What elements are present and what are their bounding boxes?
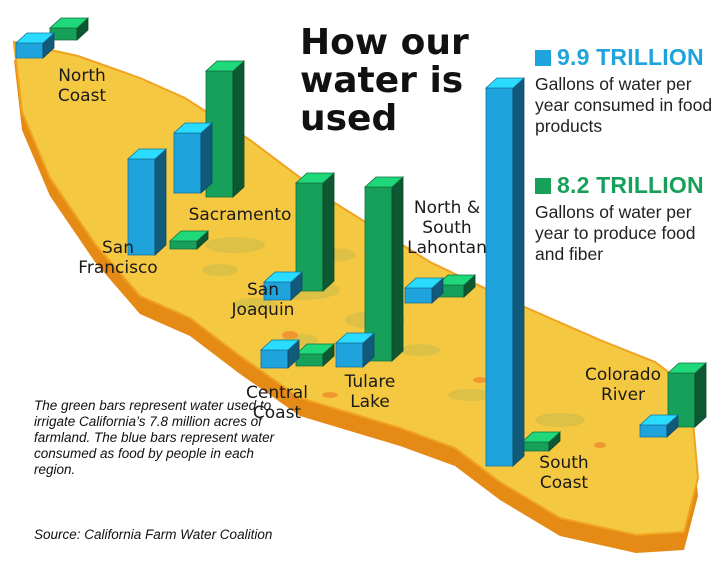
legend-swatch-green [535, 177, 551, 194]
terrain-patch [400, 344, 440, 356]
bar-green-tulare-lake [363, 176, 405, 362]
terrain-patch [535, 413, 585, 427]
legend-swatch-blue [535, 49, 551, 66]
bar-green-san-francisco [168, 230, 210, 250]
region-label-san-francisco: San Francisco [78, 238, 158, 278]
bar-blue-san-francisco [126, 148, 168, 256]
bar-green-colorado-river [666, 362, 708, 428]
legend-item-green: 8.2 TRILLION Gallons of water per year t… [535, 172, 715, 265]
legend-item-blue: 9.9 TRILLION Gallons of water per year c… [535, 44, 715, 137]
region-label-colorado-river: Colorado River [585, 365, 661, 405]
chart-title: How our water is used [300, 22, 469, 139]
bar-green-sacramento [204, 60, 246, 198]
bar-blue-sacramento [172, 122, 214, 194]
bar-green-central-coast [294, 343, 336, 367]
terrain-patch [202, 264, 238, 276]
region-label-san-joaquin: San Joaquin [231, 280, 295, 320]
region-label-north-south-lahontan: North & South Lahontan [407, 198, 487, 258]
bar-green-san-joaquin [294, 172, 336, 292]
bar-blue-colorado-river [638, 414, 680, 438]
bar-green-south-coast [520, 431, 562, 452]
bars-group [14, 17, 708, 467]
bar-blue-north-coast [14, 32, 56, 59]
terrain-patch [448, 389, 492, 401]
bar-green-north-coast [48, 17, 90, 41]
terrain-spot [594, 442, 606, 448]
bar-blue-tulare-lake [334, 332, 376, 368]
bar-blue-south-coast [484, 77, 526, 467]
terrain-patch [205, 237, 265, 253]
region-label-south-coast: South Coast [539, 453, 589, 493]
legend-description-green: Gallons of water per year to produce foo… [535, 202, 696, 264]
terrain-spot [322, 392, 338, 398]
terrain-spot [282, 331, 298, 339]
region-label-central-coast: Central Coast [246, 383, 308, 423]
terrain-spot [473, 377, 487, 383]
region-label-tulare-lake: Tulare Lake [344, 372, 396, 412]
region-label-north-coast: North Coast [57, 66, 107, 106]
bar-blue-san-joaquin [262, 271, 304, 301]
legend-value-green: 8.2 TRILLION [557, 172, 704, 198]
terrain-patch [233, 298, 277, 312]
source-note: Source: California Farm Water Coalition [34, 527, 273, 542]
footnote: The green bars represent water used to i… [34, 398, 275, 477]
legend-value-blue: 9.9 TRILLION [557, 44, 704, 70]
region-label-sacramento: Sacramento [188, 205, 292, 225]
bar-blue-central-coast [259, 339, 301, 369]
bar-green-north-south-lahontan [435, 274, 477, 298]
legend-description-blue: Gallons of water per year consumed in fo… [535, 74, 713, 136]
bar-blue-north-south-lahontan [403, 277, 445, 304]
